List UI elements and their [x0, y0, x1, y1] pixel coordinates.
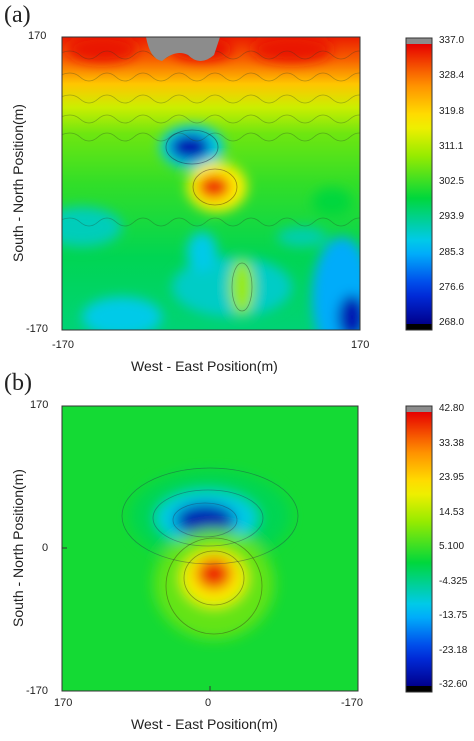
colorbar-gradient: [406, 412, 432, 686]
contour-line: [165, 537, 263, 635]
panel-a-label: (a): [4, 2, 31, 28]
panel-b-y-tick-top: 170: [30, 399, 49, 411]
panel-b-colorbar: [405, 405, 433, 693]
colorbar-tick-label: -32.60: [439, 679, 468, 690]
no-data-patch: [146, 37, 220, 61]
panel-a-x-axis-title: West - East Position(m): [131, 358, 278, 374]
panel-a-x-tick-left: -170: [52, 339, 75, 351]
panel-a-y-tick-bottom: -170: [26, 323, 49, 335]
contour-line: [62, 50, 360, 60]
field-blob: [62, 207, 122, 247]
field-blob: [252, 37, 332, 63]
colorbar-underflow: [406, 686, 432, 692]
low-anomaly: [175, 504, 235, 536]
colorbar-underflow: [406, 324, 432, 330]
colorbar-tick-label: 319.8: [439, 105, 465, 117]
field-blob: [187, 232, 217, 272]
panel-b-x-tick-middle: 0: [205, 697, 212, 709]
panel-b-y-axis-title: South - North Position(m): [10, 469, 26, 627]
field-blob: [312, 188, 352, 216]
colorbar-tick-label: 42.80: [439, 403, 465, 414]
panel-a-y-axis-title: South - North Position(m): [10, 104, 26, 262]
colorbar-tick-label: -23.18: [439, 644, 468, 656]
panel-b-y-tick-middle: 0: [42, 542, 49, 554]
field-blob: [230, 259, 254, 315]
panel-a-colorbar: [405, 37, 433, 331]
high-anomaly: [198, 175, 230, 199]
colorbar-tick-label: 276.6: [439, 281, 465, 293]
contour-line: [172, 502, 238, 538]
colorbar-tick-label: 268.0: [439, 317, 465, 328]
contour-line: [62, 132, 360, 142]
colorbar-tick-label: 285.3: [439, 246, 465, 258]
field-blob: [82, 297, 162, 330]
colorbar-tick-label: 328.4: [439, 70, 465, 82]
panel-b-x-axis-title: West - East Position(m): [131, 716, 278, 732]
panel-b-x-tick-right: -170: [341, 697, 364, 709]
contour-line: [183, 550, 245, 606]
colorbar-tick-label: -13.75: [439, 610, 468, 621]
colorbar-tick-label: 23.95: [439, 472, 465, 483]
contour-line: [121, 467, 299, 565]
contour-line: [62, 72, 360, 82]
colorbar-tick-label: 311.1: [439, 140, 464, 152]
colorbar-tick-label: 14.53: [439, 506, 465, 518]
colorbar-tick-label: -4.325: [439, 575, 468, 587]
colorbar-tick-label: 5.100: [439, 541, 465, 552]
contour-line: [62, 114, 360, 124]
panel-a-x-tick-right: 170: [351, 339, 370, 351]
field-blob: [338, 295, 360, 330]
panel-a-y-tick-top: 170: [28, 30, 47, 42]
panel-b-map: [61, 405, 359, 692]
colorbar-tick-label: 337.0: [439, 35, 465, 46]
colorbar-tick-label: 33.38: [439, 437, 465, 449]
contour-line: [152, 489, 264, 547]
colorbar-tick-label: 302.5: [439, 176, 465, 187]
colorbar-overflow: [406, 406, 432, 412]
contour-line: [192, 168, 238, 206]
panel-b-y-tick-bottom: -170: [26, 685, 49, 697]
contour-line: [165, 129, 219, 165]
panel-a-map: [61, 36, 361, 331]
colorbar-gradient: [406, 44, 432, 324]
high-anomaly: [196, 558, 232, 590]
contour-line: [62, 217, 360, 227]
colorbar-tick-label: 293.9: [439, 211, 465, 223]
contour-line: [62, 94, 360, 104]
contour-line: [231, 262, 253, 312]
field-blob: [277, 227, 327, 247]
low-anomaly: [170, 134, 210, 160]
field-blob: [67, 37, 137, 63]
colorbar-overflow: [406, 38, 432, 44]
panel-b-label: (b): [4, 370, 32, 396]
panel-b-x-tick-left: 170: [54, 697, 73, 709]
